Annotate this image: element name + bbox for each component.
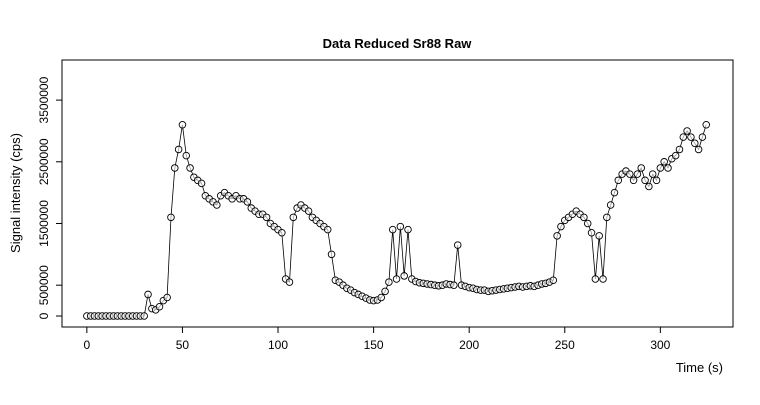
- data-point: [652, 176, 661, 185]
- data-point: [186, 164, 194, 172]
- x-tick-label: 250: [555, 338, 575, 352]
- data-point: [679, 133, 688, 141]
- data-point: [553, 232, 561, 240]
- data-point: [648, 170, 657, 178]
- data-point: [683, 127, 691, 135]
- data-point: [404, 225, 412, 234]
- chart-title: Data Reduced Sr88 Raw: [323, 36, 473, 51]
- data-point: [304, 207, 313, 215]
- data-point: [182, 151, 191, 160]
- data-point: [641, 176, 649, 185]
- data-point: [323, 225, 332, 234]
- data-point: [385, 278, 393, 286]
- data-point: [243, 198, 252, 206]
- data-point: [171, 164, 179, 172]
- data-point: [664, 164, 672, 172]
- data-point: [400, 272, 408, 280]
- y-axis-label: Signal intensity (cps): [8, 133, 23, 253]
- x-tick-label: 100: [268, 338, 288, 352]
- y-tick-label: 0: [37, 312, 51, 319]
- data-point: [163, 293, 171, 302]
- data-point: [626, 170, 634, 178]
- data-point: [595, 232, 603, 240]
- data-point: [262, 213, 271, 222]
- data-point: [633, 170, 642, 178]
- data-point: [603, 213, 611, 222]
- data-point: [453, 241, 462, 249]
- x-tick-label: 0: [84, 338, 91, 352]
- data-point: [377, 293, 386, 302]
- data-point: [178, 121, 187, 129]
- data-point: [285, 278, 294, 286]
- y-tick-label: 3500000: [37, 76, 51, 123]
- data-point: [698, 133, 707, 141]
- x-tick-label: 200: [459, 338, 479, 352]
- x-tick-label: 300: [650, 338, 670, 352]
- data-point: [557, 222, 565, 231]
- data-point: [702, 121, 710, 129]
- data-point: [278, 228, 286, 237]
- data-point: [197, 179, 206, 188]
- data-point: [450, 281, 458, 289]
- data-point: [583, 219, 592, 228]
- series-line: [86, 124, 707, 317]
- data-point: [645, 182, 653, 191]
- data-point: [591, 275, 600, 283]
- x-tick-label: 150: [364, 338, 384, 352]
- data-point: [392, 275, 401, 283]
- data-point: [167, 213, 175, 222]
- data-point: [388, 225, 397, 234]
- data-point: [599, 275, 607, 283]
- plot-frame: [61, 59, 734, 328]
- data-point: [629, 176, 638, 185]
- data-point: [174, 145, 183, 154]
- data-point: [580, 213, 588, 222]
- data-point: [381, 287, 389, 296]
- data-point: [637, 164, 645, 172]
- data-point: [656, 164, 665, 172]
- data-point: [155, 303, 164, 311]
- data-point: [327, 250, 336, 259]
- data-point: [213, 201, 221, 209]
- data-point: [614, 176, 623, 185]
- data-point: [549, 276, 558, 284]
- data-point: [587, 228, 596, 237]
- data-point: [144, 290, 152, 299]
- y-tick-label: 2500000: [37, 138, 51, 185]
- data-point: [687, 133, 695, 141]
- data-point: [606, 201, 615, 209]
- y-tick-label: 1500000: [37, 200, 51, 247]
- data-point: [671, 151, 680, 160]
- data-point: [610, 188, 619, 197]
- data-point: [660, 158, 668, 166]
- data-point: [691, 139, 699, 148]
- data-point: [675, 145, 684, 154]
- data-point: [694, 145, 703, 154]
- data-point: [289, 213, 298, 222]
- data-point: [396, 222, 405, 231]
- y-tick-label: 500000: [37, 265, 51, 305]
- x-axis-label: Time (s): [676, 360, 723, 375]
- x-tick-label: 50: [176, 338, 190, 352]
- data-point: [140, 312, 148, 320]
